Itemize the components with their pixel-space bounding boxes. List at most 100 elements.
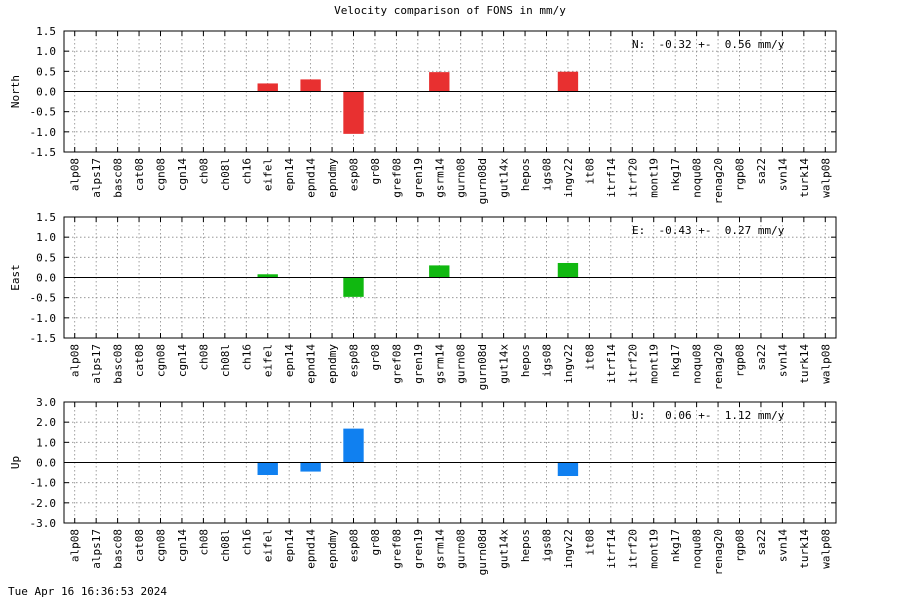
x-tick-label: ch16 bbox=[240, 529, 253, 556]
y-tick-label: -3.0 bbox=[30, 517, 57, 530]
x-tick-label: gref08 bbox=[390, 529, 403, 569]
x-tick-label: esp08 bbox=[348, 529, 361, 562]
x-tick-label: gr08 bbox=[369, 529, 382, 556]
x-tick-label: gsrm14 bbox=[433, 529, 446, 569]
y-tick-label: 0.0 bbox=[36, 272, 56, 285]
x-tick-label: svn14 bbox=[776, 158, 789, 191]
x-tick-label: alp08 bbox=[69, 344, 82, 377]
bar-ingv22 bbox=[557, 71, 579, 92]
x-tick-label: cat08 bbox=[133, 529, 146, 562]
x-tick-label: gut14x bbox=[498, 529, 511, 569]
x-tick-label: gurn08 bbox=[455, 344, 468, 384]
x-tick-label: gr08 bbox=[369, 344, 382, 371]
x-tick-label: gut14x bbox=[498, 158, 511, 198]
x-tick-label: eifel bbox=[262, 344, 275, 377]
x-tick-label: gren19 bbox=[412, 158, 425, 198]
x-tick-label: gren19 bbox=[412, 344, 425, 384]
x-tick-label: ch08l bbox=[219, 158, 232, 191]
x-tick-label: nkg17 bbox=[669, 529, 682, 562]
x-tick-label: sa22 bbox=[755, 529, 768, 556]
x-tick-label: renag20 bbox=[712, 344, 725, 390]
x-tick-label: epnd14 bbox=[305, 529, 318, 569]
x-tick-label: rgp08 bbox=[734, 529, 747, 562]
y-tick-label: 2.0 bbox=[36, 416, 56, 429]
x-tick-label: cgn08 bbox=[155, 158, 168, 191]
bar-eifel bbox=[257, 462, 278, 476]
x-tick-label: alps17 bbox=[90, 158, 103, 198]
timestamp: Tue Apr 16 16:36:53 2024 bbox=[8, 585, 167, 598]
plot-frame bbox=[63, 216, 837, 339]
x-tick-label: alp08 bbox=[69, 529, 82, 562]
x-tick-label: gurn08 bbox=[455, 158, 468, 198]
x-tick-label: hepos bbox=[519, 529, 532, 562]
y-tick-label: 1.0 bbox=[36, 45, 56, 58]
x-tick-label: itrf20 bbox=[626, 529, 639, 569]
x-tick-label: turk14 bbox=[798, 529, 811, 569]
x-tick-label: gr08 bbox=[369, 158, 382, 185]
x-tick-label: epnd14 bbox=[305, 158, 318, 198]
y-tick-label: -0.5 bbox=[30, 106, 57, 119]
x-tick-label: ingv22 bbox=[562, 529, 575, 569]
y-tick-label: -1.5 bbox=[30, 332, 57, 345]
x-tick-label: itrf20 bbox=[626, 344, 639, 384]
x-tick-label: cat08 bbox=[133, 344, 146, 377]
x-tick-label: epndmy bbox=[326, 158, 339, 198]
x-tick-label: eifel bbox=[262, 529, 275, 562]
y-tick-label: 1.5 bbox=[36, 211, 56, 224]
x-tick-label: it08 bbox=[583, 344, 596, 371]
x-tick-label: ch08l bbox=[219, 529, 232, 562]
x-tick-label: itrf14 bbox=[605, 344, 618, 384]
x-tick-label: gsrm14 bbox=[433, 344, 446, 384]
bar-ingv22 bbox=[557, 262, 579, 278]
x-tick-label: renag20 bbox=[712, 529, 725, 575]
y-tick-label: 3.0 bbox=[36, 396, 56, 409]
y-tick-label: -1.0 bbox=[30, 312, 57, 325]
x-tick-label: cgn14 bbox=[176, 529, 189, 562]
x-tick-label: esp08 bbox=[348, 158, 361, 191]
bar-epnd14 bbox=[300, 79, 321, 92]
x-tick-label: itrf14 bbox=[605, 158, 618, 198]
x-tick-label: epndmy bbox=[326, 529, 339, 569]
x-tick-label: epn14 bbox=[283, 529, 296, 562]
y-tick-label: -2.0 bbox=[30, 497, 57, 510]
y-tick-label: 0.0 bbox=[36, 86, 56, 99]
x-tick-label: gurn08 bbox=[455, 529, 468, 569]
x-tick-label: gref08 bbox=[390, 344, 403, 384]
y-axis-label: Up bbox=[9, 456, 22, 469]
stats-annotation: U: 0.06 +- 1.12 mm/y bbox=[632, 409, 785, 422]
y-axis-label: East bbox=[9, 264, 22, 291]
x-tick-label: epn14 bbox=[283, 344, 296, 377]
x-tick-label: itrf14 bbox=[605, 529, 618, 569]
x-tick-label: mont19 bbox=[648, 529, 661, 569]
stats-annotation: E: -0.43 +- 0.27 mm/y bbox=[632, 224, 785, 237]
x-tick-label: noqu08 bbox=[691, 529, 704, 569]
x-tick-label: alps17 bbox=[90, 529, 103, 569]
bar-esp08 bbox=[343, 428, 364, 463]
x-tick-label: noqu08 bbox=[691, 344, 704, 384]
bar-epnd14 bbox=[300, 462, 321, 472]
x-tick-label: gurn08d bbox=[476, 158, 489, 204]
y-tick-label: 1.0 bbox=[36, 436, 56, 449]
x-tick-label: sa22 bbox=[755, 158, 768, 185]
x-tick-label: ch08l bbox=[219, 344, 232, 377]
y-tick-label: -0.5 bbox=[30, 292, 57, 305]
x-tick-label: igs08 bbox=[541, 529, 554, 562]
x-tick-label: gref08 bbox=[390, 158, 403, 198]
x-tick-label: alp08 bbox=[69, 158, 82, 191]
bar-esp08 bbox=[343, 91, 364, 134]
x-tick-label: cat08 bbox=[133, 158, 146, 191]
x-tick-label: ch08 bbox=[197, 344, 210, 371]
x-tick-label: rgp08 bbox=[734, 158, 747, 191]
y-tick-label: 0.0 bbox=[36, 457, 56, 470]
x-tick-label: ingv22 bbox=[562, 158, 575, 198]
stats-annotation: N: -0.32 +- 0.56 mm/y bbox=[632, 38, 785, 51]
x-tick-label: gurn08d bbox=[476, 344, 489, 390]
x-tick-label: ch16 bbox=[240, 344, 253, 371]
y-tick-label: 1.0 bbox=[36, 231, 56, 244]
x-tick-label: turk14 bbox=[798, 344, 811, 384]
bar-gsrm14 bbox=[429, 72, 450, 92]
x-tick-label: nkg17 bbox=[669, 158, 682, 191]
x-tick-label: ch08 bbox=[197, 529, 210, 556]
x-tick-label: noqu08 bbox=[691, 158, 704, 198]
x-tick-label: itrf20 bbox=[626, 158, 639, 198]
